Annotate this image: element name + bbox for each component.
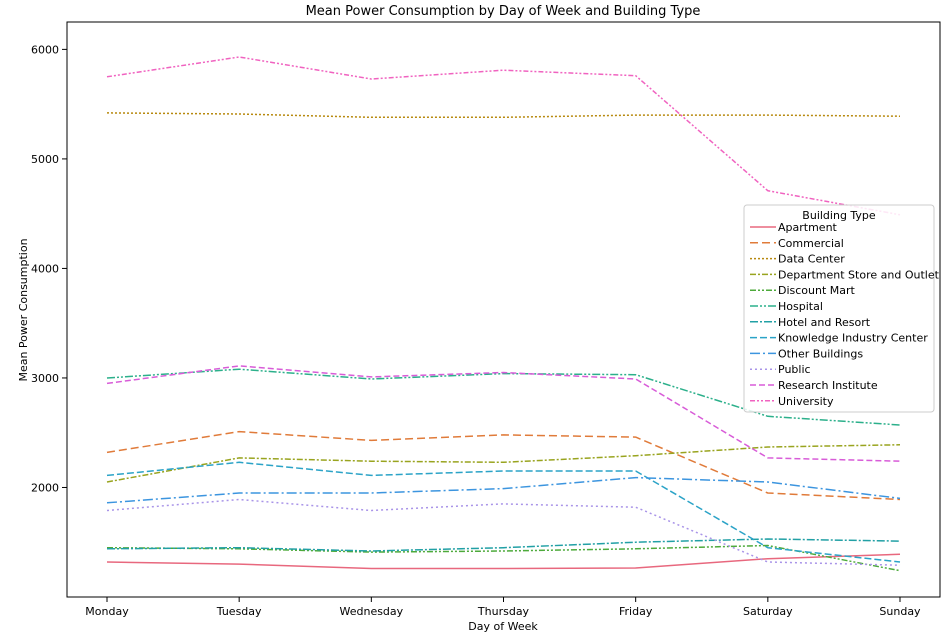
series-line-knowledge-industry-center: [106, 461, 901, 563]
y-tick-label: 2000: [31, 481, 59, 494]
series-line-research-institute: [106, 365, 901, 462]
legend-label: Research Institute: [778, 379, 878, 392]
y-tick-label: 3000: [31, 372, 59, 385]
series-line-department-store-and-outlet: [106, 444, 901, 483]
x-tick-label: Sunday: [879, 605, 921, 618]
series-line-hospital: [106, 368, 901, 426]
y-axis: 2000 3000 4000 5000 6000: [31, 43, 67, 494]
y-tick-label: 4000: [31, 262, 59, 275]
legend-title: Building Type: [802, 209, 876, 222]
x-tick-label: Monday: [85, 605, 129, 618]
legend-label: University: [778, 395, 834, 408]
x-tick-label: Friday: [619, 605, 653, 618]
x-tick-label: Thursday: [477, 605, 530, 618]
legend-items: Apartment Commercial Data Center Department…: [750, 221, 940, 408]
x-axis: Monday Tuesday Wednesday Thursday Friday Satu…: [85, 597, 921, 618]
x-axis-title: Day of Week: [468, 620, 538, 633]
x-tick-label: Tuesday: [216, 605, 262, 618]
x-tick-label: Wednesday: [339, 605, 403, 618]
legend-box: [743, 204, 935, 413]
legend-label: Apartment: [778, 221, 838, 234]
series-line-university: [106, 56, 901, 216]
y-tick-label: 5000: [31, 153, 59, 166]
legend-label: Public: [778, 363, 811, 376]
legend-label: Commercial: [778, 237, 844, 250]
series-line-hotel-and-resort: [106, 538, 901, 552]
series-lines: [106, 56, 901, 572]
series-line-other-buildings: [106, 476, 901, 504]
series-line-data-center: [106, 112, 901, 119]
legend-label: Data Center: [778, 253, 845, 266]
legend-label: Hotel and Resort: [778, 316, 871, 329]
legend-label: Department Store and Outlet: [778, 268, 940, 281]
x-tick-label: Saturday: [743, 605, 793, 618]
y-tick-label: 6000: [31, 43, 59, 56]
legend: Building Type Apartment Commercial Data Ce…: [743, 204, 940, 413]
legend-label: Other Buildings: [778, 347, 863, 360]
legend-label: Discount Mart: [778, 284, 856, 297]
series-line-apartment: [106, 553, 901, 570]
y-axis-title: Mean Power Consumption: [17, 238, 30, 381]
legend-label: Knowledge Industry Center: [778, 332, 928, 345]
legend-label: Hospital: [778, 300, 823, 313]
series-line-public: [106, 498, 901, 566]
chart-title: Mean Power Consumption by Day of Week an…: [306, 4, 701, 19]
